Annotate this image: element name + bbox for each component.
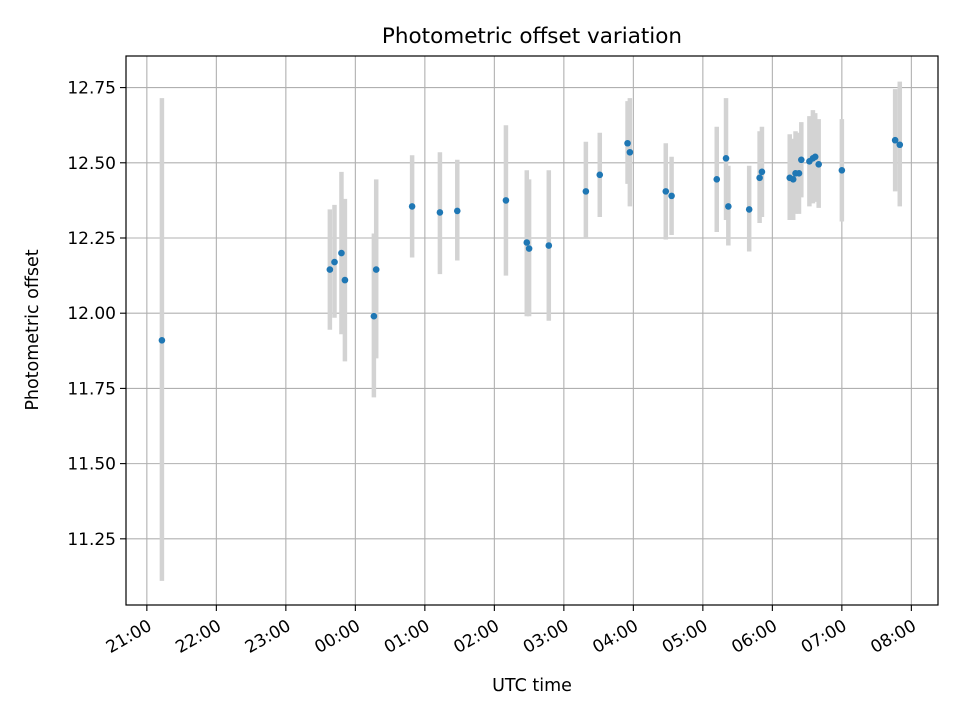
y-axis-label: Photometric offset (23, 249, 43, 410)
y-axis-ticks: 11.25 11.50 11.75 12.00 12.25 12.50 12.75 (67, 79, 126, 550)
data-point (502, 197, 510, 204)
data-point (624, 139, 631, 147)
data-point (798, 156, 805, 164)
data-point (582, 188, 590, 195)
data-point (453, 207, 461, 215)
y-tick-label: 11.50 (67, 455, 116, 475)
data-point (370, 312, 378, 320)
data-point (525, 245, 533, 252)
data-point (326, 266, 334, 273)
data-point (338, 249, 345, 257)
data-point (158, 336, 166, 344)
data-point (408, 203, 416, 210)
data-point (795, 170, 803, 177)
data-point (811, 153, 819, 161)
data-point (523, 239, 531, 246)
data-point (668, 192, 675, 200)
data-point (626, 148, 634, 156)
y-tick-label: 12.50 (67, 154, 116, 174)
data-point (341, 276, 349, 284)
data-point (662, 188, 670, 195)
data-point (891, 136, 899, 144)
data-point (838, 167, 846, 174)
data-point (722, 154, 730, 162)
data-point (745, 206, 753, 213)
y-tick-label: 12.25 (67, 229, 116, 249)
data-point (758, 168, 766, 176)
y-tick-label: 11.75 (67, 379, 116, 399)
data-point (725, 203, 732, 210)
chart-title: Photometric offset variation (382, 24, 682, 49)
data-point (789, 176, 797, 183)
data-point (545, 242, 553, 249)
plot-frame (125, 55, 939, 606)
y-tick-label: 11.25 (67, 530, 116, 550)
data-points (158, 136, 904, 344)
data-point (815, 160, 822, 168)
y-tick-label: 12.75 (67, 79, 116, 99)
data-point (596, 171, 604, 179)
data-point (331, 258, 338, 266)
x-axis-label: UTC time (492, 676, 572, 696)
data-point (436, 209, 444, 216)
data-point (372, 266, 380, 273)
data-point (713, 176, 721, 183)
data-point (896, 141, 904, 149)
data-point (756, 174, 763, 182)
y-tick-label: 12.00 (67, 304, 116, 324)
